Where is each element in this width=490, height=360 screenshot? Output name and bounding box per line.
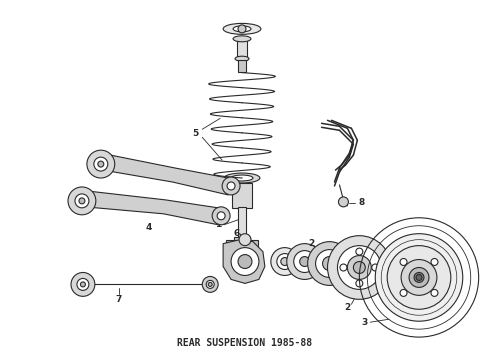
Circle shape bbox=[271, 248, 299, 275]
Circle shape bbox=[277, 253, 293, 270]
Circle shape bbox=[340, 264, 347, 271]
Text: 2: 2 bbox=[309, 239, 315, 248]
Circle shape bbox=[287, 244, 322, 279]
Bar bbox=[238, 207, 246, 237]
Circle shape bbox=[281, 257, 289, 266]
Ellipse shape bbox=[233, 36, 251, 42]
Bar bbox=[234, 237, 250, 255]
Circle shape bbox=[414, 273, 424, 282]
Circle shape bbox=[375, 234, 463, 321]
Circle shape bbox=[87, 150, 115, 178]
Circle shape bbox=[401, 260, 437, 295]
Circle shape bbox=[416, 274, 422, 280]
Circle shape bbox=[239, 234, 251, 246]
Bar bbox=[237, 38, 247, 60]
Polygon shape bbox=[79, 191, 226, 225]
Circle shape bbox=[222, 177, 240, 195]
Ellipse shape bbox=[223, 23, 261, 34]
Circle shape bbox=[316, 249, 343, 278]
Text: REAR SUSPENSION 1985-88: REAR SUSPENSION 1985-88 bbox=[177, 338, 313, 348]
Circle shape bbox=[431, 258, 438, 265]
Circle shape bbox=[338, 246, 381, 289]
Ellipse shape bbox=[233, 26, 251, 32]
Text: 2: 2 bbox=[344, 303, 350, 312]
Circle shape bbox=[80, 282, 85, 287]
Circle shape bbox=[77, 278, 89, 291]
Circle shape bbox=[353, 261, 366, 274]
Text: 7: 7 bbox=[116, 295, 122, 304]
Ellipse shape bbox=[224, 173, 260, 183]
Text: 1: 1 bbox=[215, 220, 221, 229]
Bar bbox=[248, 240, 258, 249]
Text: 5: 5 bbox=[192, 129, 198, 138]
Circle shape bbox=[300, 257, 310, 266]
Circle shape bbox=[356, 280, 363, 287]
Text: 6: 6 bbox=[234, 229, 240, 238]
Text: 4: 4 bbox=[146, 223, 152, 232]
Circle shape bbox=[212, 207, 230, 225]
Circle shape bbox=[387, 246, 451, 309]
Circle shape bbox=[431, 289, 438, 296]
Text: 3: 3 bbox=[361, 318, 368, 327]
Circle shape bbox=[327, 236, 391, 299]
Circle shape bbox=[208, 282, 212, 287]
Circle shape bbox=[98, 161, 104, 167]
Circle shape bbox=[227, 182, 235, 190]
Ellipse shape bbox=[231, 175, 253, 181]
Text: 8: 8 bbox=[358, 198, 365, 207]
Circle shape bbox=[206, 280, 214, 288]
Circle shape bbox=[372, 264, 379, 271]
Circle shape bbox=[400, 258, 407, 265]
Circle shape bbox=[294, 251, 316, 273]
Circle shape bbox=[400, 289, 407, 296]
Circle shape bbox=[347, 256, 371, 279]
Circle shape bbox=[238, 25, 246, 33]
Polygon shape bbox=[223, 240, 265, 283]
Bar bbox=[238, 60, 246, 72]
Circle shape bbox=[409, 267, 429, 287]
Circle shape bbox=[202, 276, 218, 292]
Circle shape bbox=[94, 157, 108, 171]
Bar bbox=[226, 240, 236, 249]
Ellipse shape bbox=[235, 56, 249, 61]
Circle shape bbox=[238, 255, 252, 269]
Circle shape bbox=[231, 248, 259, 275]
Circle shape bbox=[75, 194, 89, 208]
Circle shape bbox=[356, 248, 363, 255]
Circle shape bbox=[79, 198, 85, 204]
Circle shape bbox=[68, 187, 96, 215]
Circle shape bbox=[71, 273, 95, 296]
Circle shape bbox=[308, 242, 351, 285]
Polygon shape bbox=[99, 154, 235, 195]
Circle shape bbox=[339, 197, 348, 207]
Circle shape bbox=[217, 212, 225, 220]
Bar bbox=[232, 183, 252, 208]
Circle shape bbox=[322, 257, 337, 270]
